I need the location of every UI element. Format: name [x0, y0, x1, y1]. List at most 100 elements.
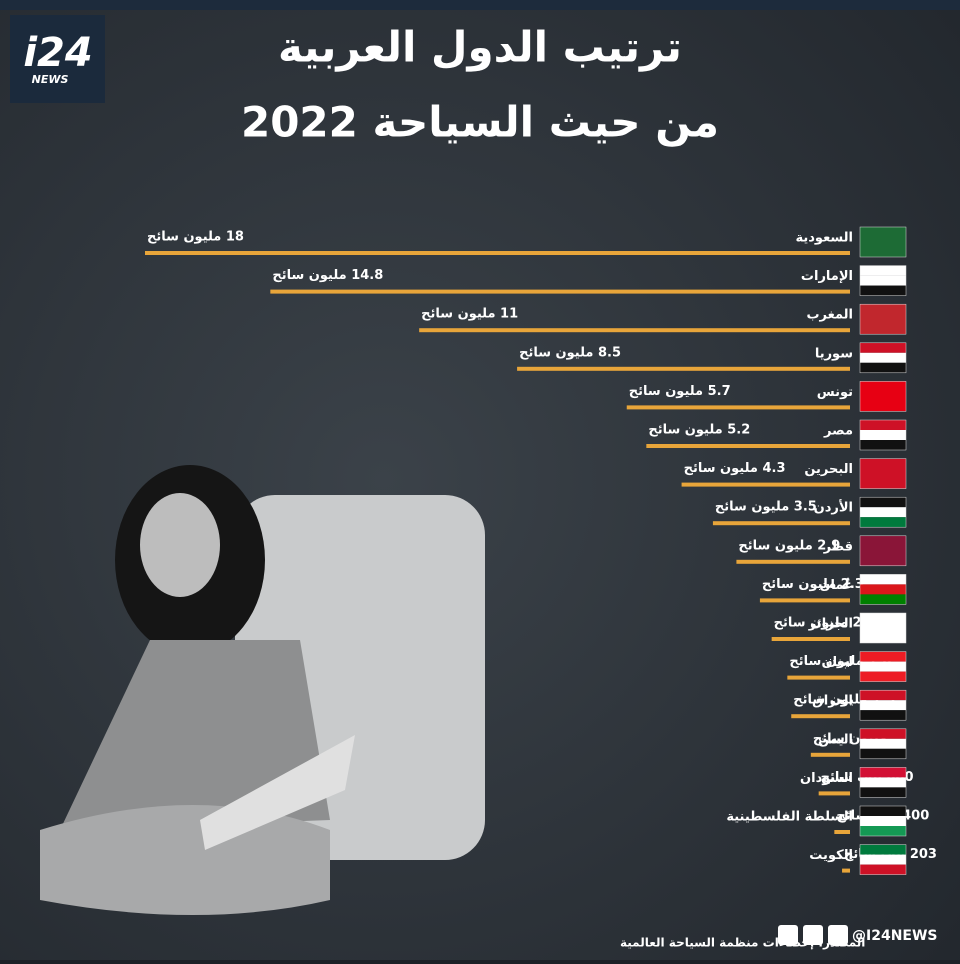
flag-border [859, 226, 907, 258]
flag-border [859, 535, 907, 567]
flag-stripe [860, 594, 906, 605]
flag-border [859, 419, 907, 451]
flag-stripe [860, 700, 906, 711]
flag-stripe [860, 497, 906, 508]
flag-stripe [860, 440, 906, 450]
flag-stripe [860, 517, 906, 528]
category-label: المغرب [806, 308, 853, 323]
flag-stripe [860, 671, 906, 682]
category-label: البحرين [804, 462, 853, 477]
value-label: 5.2 مليون سائح [648, 423, 750, 438]
category-label: السودان [800, 771, 853, 786]
flag-stripe [860, 342, 906, 353]
facebook-icon [778, 925, 798, 945]
flag-stripe [860, 826, 906, 836]
flag-stripe [860, 748, 906, 759]
flag-stripe [860, 844, 906, 855]
flag-stripe [860, 381, 906, 412]
flag-stripe [860, 816, 906, 826]
flag-stripe [860, 275, 906, 286]
value-label: 11 مليون سائح [421, 307, 518, 322]
value-label: 2 مليون سائح [774, 616, 862, 631]
category-label: مصر [823, 424, 853, 439]
flag-stripe [860, 854, 906, 865]
flag-border [859, 458, 907, 489]
flag-stripe [860, 864, 906, 875]
value-label: 2.9 مليون سائح [738, 538, 840, 553]
flag-stripe [860, 584, 906, 595]
flag-stripe [860, 613, 906, 643]
value-label: 18 مليون سائح [147, 230, 244, 245]
bar [842, 868, 850, 873]
flag-border [859, 767, 907, 798]
flag-stripe [860, 738, 906, 749]
category-label: عُمان [819, 577, 853, 593]
flag-border [859, 303, 907, 335]
value-label: 4.3 مليون سائح [684, 461, 786, 476]
category-label: تونس [817, 385, 853, 400]
flag-border [859, 805, 907, 837]
category-label: الأردن [814, 499, 853, 516]
body [60, 640, 330, 830]
flag-stripe [860, 651, 906, 662]
logo: i24 [23, 30, 92, 76]
bar [759, 598, 850, 603]
bar [787, 675, 850, 680]
flag-stripe [860, 777, 906, 788]
category-label: السلطة الفلسطينية [726, 810, 853, 825]
flag-stripe [860, 806, 906, 816]
category-label: السعودية [796, 231, 854, 246]
flag-stripe [860, 767, 906, 778]
instagram-icon [803, 925, 823, 945]
flag-stripe [860, 507, 906, 518]
flag-border [859, 689, 907, 721]
flag-border [859, 844, 907, 875]
category-label: الكويت [809, 848, 853, 863]
bar [419, 328, 850, 333]
category-label: الإمارات [801, 269, 853, 284]
flag-stripe [860, 710, 906, 721]
flag-stripe [860, 535, 906, 566]
value-label: 5.7 مليون سائح [629, 384, 731, 399]
flag-stripe [860, 728, 906, 739]
flag-stripe [860, 362, 906, 373]
value-label: 8.5 مليون سائح [519, 345, 621, 360]
value-label: 3.5 مليون سائح [715, 500, 817, 515]
flag-stripe [860, 227, 906, 257]
category-label: سوريا [815, 346, 853, 361]
flag-border [859, 651, 907, 682]
top-band [0, 0, 960, 10]
bar [771, 637, 850, 641]
flag-stripe [860, 690, 906, 701]
flag-stripe [860, 458, 906, 489]
flag-border [859, 496, 907, 528]
category-label: لبنان [822, 655, 853, 670]
flag-stripe [860, 787, 906, 798]
category-label: قطر [823, 539, 853, 554]
flag-border [859, 342, 907, 374]
logo-box [10, 15, 105, 103]
flag-stripe [860, 574, 906, 585]
flag-stripe [860, 420, 906, 430]
bar [834, 830, 850, 834]
flag-stripe [860, 285, 906, 296]
bar [270, 289, 850, 294]
bar [626, 405, 850, 410]
flag-border [859, 728, 907, 760]
category-label: الجزائر [808, 617, 853, 632]
flag-border [859, 381, 907, 412]
bar [818, 791, 850, 796]
bar [517, 366, 850, 371]
youtube-icon [828, 925, 848, 945]
face [140, 493, 220, 597]
bar [646, 444, 850, 448]
bar [736, 559, 850, 564]
flag-stripe [860, 265, 906, 276]
bar [712, 521, 850, 526]
value-label: 14.8 مليون سائح [272, 268, 383, 283]
logo-sub: NEWS [32, 73, 69, 86]
flag-border [859, 612, 907, 644]
flag-border [859, 265, 907, 296]
value-label: 2.3 مليون سائح [762, 577, 864, 592]
